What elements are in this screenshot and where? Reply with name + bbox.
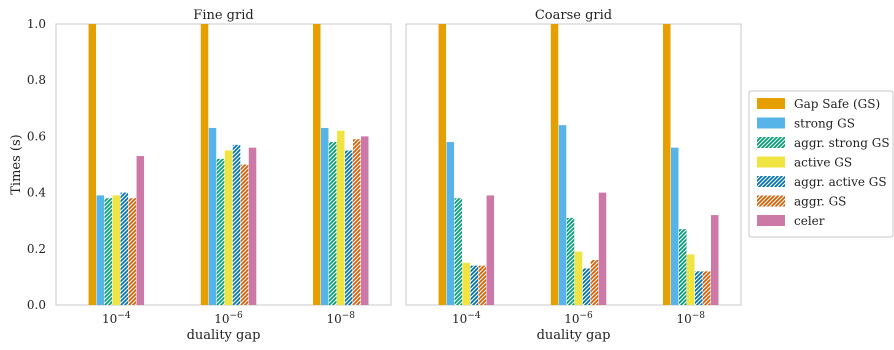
bar-aggr-gs-2: [353, 139, 361, 305]
legend-swatch-strong-gs: [757, 117, 785, 129]
y-axis-label: Times (s): [9, 134, 24, 194]
bar-active-gs-0: [112, 195, 121, 305]
x-tick-label: 10−4: [452, 311, 481, 326]
bar-strong-gs-2: [321, 127, 329, 305]
legend-swatch-gap-safe-gs: [757, 98, 785, 109]
y-tick-label: 0.0: [27, 298, 46, 312]
y-tick-label: 0.6: [27, 129, 46, 143]
legend-swatch-aggr-active-gs: [757, 176, 785, 187]
legend-label-gap-safe-gs: Gap Safe (GS): [794, 97, 880, 111]
bar-strong-gs-1: [208, 127, 217, 305]
bar-aggr-active-gs-2: [345, 150, 353, 305]
coarse-grid-bars: [438, 24, 719, 305]
bar-gap-safe-gs-2: [663, 24, 671, 305]
fine-grid-x-tick-labels: 10−4 10−6 10−8: [102, 311, 355, 326]
bar-strong-gs-0: [446, 142, 455, 305]
legend-label-strong-gs: strong GS: [794, 117, 855, 131]
bar-aggr-gs-1: [240, 164, 249, 305]
x-tick-label: 10−8: [676, 311, 705, 326]
bar-gap-safe-gs-1: [200, 24, 209, 305]
bar-strong-gs-1: [558, 125, 567, 305]
fine-grid-bars: [88, 24, 369, 305]
legend-label-aggr-gs: aggr. GS: [794, 195, 846, 209]
bar-aggr-gs-1: [590, 260, 599, 305]
bar-aggr-gs-0: [128, 198, 137, 305]
legend-swatch-aggr-strong-gs: [757, 137, 785, 148]
bar-gap-safe-gs-0: [438, 24, 447, 305]
bar-aggr-strong-gs-0: [454, 198, 463, 305]
legend-label-celer: celer: [794, 214, 825, 228]
legend-label-aggr-strong-gs: aggr. strong GS: [794, 136, 890, 150]
legend-swatch-celer: [757, 215, 785, 226]
bar-celer-0: [486, 195, 495, 305]
bar-aggr-active-gs-1: [582, 268, 591, 305]
y-tick-label: 0.8: [27, 73, 46, 87]
bar-aggr-strong-gs-2: [329, 142, 337, 305]
y-tick-label: 0.4: [27, 186, 46, 200]
bar-celer-2: [361, 136, 369, 305]
bar-aggr-active-gs-0: [120, 192, 129, 305]
coarse-grid-xlabel: duality gap: [537, 328, 611, 343]
coarse-grid-title: Coarse grid: [535, 8, 612, 23]
legend: Gap Safe (GS) strong GS aggr. strong GS act…: [748, 90, 894, 238]
bar-strong-gs-0: [96, 195, 105, 305]
bar-aggr-strong-gs-1: [566, 217, 575, 305]
x-tick-label: 10−8: [326, 311, 355, 326]
fine-grid-panel: Fine grid duality gap Times (s) 0.00.20.…: [9, 8, 392, 343]
x-tick-label: 10−6: [564, 311, 593, 326]
legend-swatch-active-gs: [757, 156, 785, 168]
bar-aggr-gs-0: [478, 265, 487, 305]
bar-celer-1: [598, 192, 607, 305]
bar-aggr-strong-gs-0: [104, 198, 113, 305]
bar-aggr-strong-gs-2: [679, 229, 687, 305]
legend-swatch-aggr-gs: [757, 195, 785, 207]
bar-celer-1: [248, 147, 257, 305]
coarse-grid-panel: Coarse grid duality gap 10−4 10−6 10−8: [405, 8, 742, 343]
bar-active-gs-2: [337, 130, 345, 305]
bar-active-gs-1: [224, 150, 233, 305]
fine-grid-xlabel: duality gap: [187, 328, 261, 343]
bar-aggr-active-gs-2: [695, 271, 703, 305]
bar-aggr-gs-2: [703, 271, 711, 305]
bar-celer-0: [136, 156, 145, 305]
bar-gap-safe-gs-2: [313, 24, 321, 305]
legend-label-active-gs: active GS: [794, 156, 852, 170]
bar-active-gs-1: [574, 251, 583, 305]
bar-strong-gs-2: [671, 147, 679, 305]
y-tick-labels: 0.0 0.2 0.4 0.6 0.8 1.0: [27, 17, 46, 312]
y-tick-label: 0.2: [27, 242, 46, 256]
bar-active-gs-0: [462, 262, 471, 305]
legend-label-aggr-active-gs: aggr. active GS: [794, 175, 887, 189]
legend-items: Gap Safe (GS) strong GS aggr. strong GS act…: [757, 97, 890, 228]
bar-celer-2: [711, 215, 719, 305]
bar-gap-safe-gs-1: [550, 24, 559, 305]
coarse-grid-x-tick-labels: 10−4 10−6 10−8: [452, 311, 705, 326]
bar-aggr-strong-gs-1: [216, 158, 225, 305]
bar-aggr-active-gs-1: [232, 144, 241, 305]
x-tick-label: 10−4: [102, 311, 131, 326]
bar-gap-safe-gs-0: [88, 24, 97, 305]
y-tick-label: 1.0: [27, 17, 46, 31]
fine-grid-title: Fine grid: [193, 8, 253, 23]
x-tick-label: 10−6: [214, 311, 243, 326]
bar-aggr-active-gs-0: [470, 265, 479, 305]
bar-active-gs-2: [687, 254, 695, 305]
